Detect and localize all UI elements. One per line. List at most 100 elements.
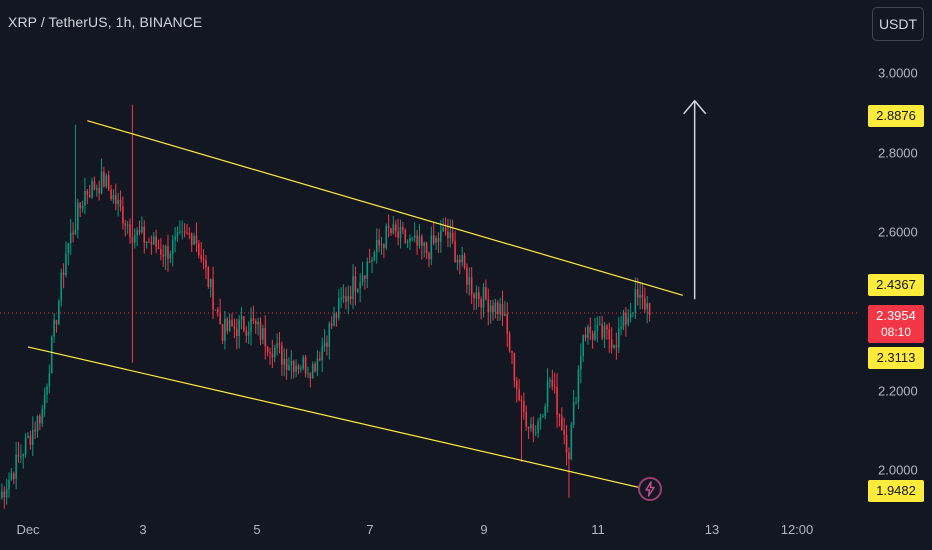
bolt-icon[interactable] [638, 477, 662, 501]
candle-body [648, 303, 651, 316]
candle-body [337, 298, 340, 318]
candle-body [582, 334, 584, 357]
candle-body [15, 454, 17, 479]
candle-body [212, 278, 214, 310]
candle-body [340, 298, 342, 300]
candle-body [629, 313, 632, 318]
candle-body [58, 300, 60, 325]
time-axis-tick: Dec [16, 522, 40, 537]
candle-body [468, 277, 471, 285]
candle-body [366, 261, 369, 279]
candle-body [100, 171, 103, 194]
candle-body [335, 313, 338, 318]
candles [0, 104, 651, 509]
candle-body [88, 194, 91, 198]
bar-countdown: 08:10 [880, 325, 912, 339]
currency-button[interactable]: USDT [872, 7, 924, 41]
candle-body [29, 435, 32, 445]
candle-body [300, 368, 302, 370]
candle-body [430, 235, 433, 260]
candle-body [525, 412, 528, 427]
candle-body [205, 260, 207, 268]
candle-body [262, 327, 264, 340]
candle-body [43, 394, 46, 410]
candle-body [5, 489, 8, 498]
candle-body [48, 373, 51, 387]
candle-body [387, 225, 390, 228]
candle-body [575, 401, 577, 403]
candle-body [183, 231, 186, 233]
candle-body [266, 346, 269, 352]
candle-body [477, 292, 480, 300]
candle-body [17, 454, 20, 457]
candle-body [209, 278, 212, 287]
candle-body [93, 181, 96, 190]
candle-body [27, 435, 29, 438]
candle-body [482, 287, 485, 308]
candle-body [380, 244, 383, 246]
time-axis-tick: 11 [591, 522, 605, 537]
candle-body [577, 369, 580, 402]
candle-body [39, 416, 41, 424]
candle-body [136, 230, 138, 236]
candle-body [461, 254, 463, 263]
candle-body [307, 373, 309, 375]
candle-body [397, 231, 399, 238]
candle-body [589, 326, 592, 333]
candle-body [480, 299, 482, 308]
candle-body [352, 276, 354, 300]
candle-body [565, 434, 568, 453]
candle-body [1, 491, 3, 499]
candle-body [247, 332, 250, 336]
candle-body [231, 320, 233, 327]
candle-body [520, 400, 523, 402]
candle-body [193, 236, 195, 245]
candle-body [198, 243, 200, 256]
candle-body [371, 259, 373, 262]
candle-body [105, 175, 108, 187]
candle-body [65, 253, 67, 275]
candle-body [646, 303, 649, 310]
candle-body [174, 236, 176, 241]
candle-body [188, 233, 191, 235]
candle-body [506, 313, 509, 334]
candle-body [579, 356, 582, 370]
candle-body [454, 241, 456, 263]
candle-body [278, 343, 281, 346]
candle-body [152, 236, 155, 245]
candle-body [31, 429, 34, 445]
candle-body [273, 347, 276, 358]
candle-body [544, 406, 547, 416]
candle-body [131, 237, 134, 243]
candle-body [392, 224, 395, 234]
candle-body [150, 241, 153, 245]
candle-body [527, 426, 530, 429]
candle-body [103, 171, 105, 187]
candle-body [169, 253, 172, 259]
candle-body [276, 343, 278, 348]
candle-body [77, 202, 79, 230]
candle-body [79, 202, 81, 209]
candle-body [148, 241, 150, 243]
candle-body [84, 190, 86, 206]
candle-body [601, 324, 603, 339]
candle-body [561, 416, 563, 430]
candle-body [444, 227, 447, 232]
candle-body [195, 236, 198, 244]
candle-body [413, 235, 416, 238]
candle-body [328, 323, 331, 347]
candle-body [549, 379, 551, 382]
time-axis-tick: 9 [480, 522, 488, 537]
candle-body [311, 363, 314, 379]
candle-body [171, 240, 174, 254]
candle-body [129, 224, 131, 238]
candle-body [402, 226, 404, 231]
candle-body [636, 289, 639, 298]
candle-body [321, 346, 323, 361]
candle-body [572, 402, 575, 425]
candle-body [46, 386, 48, 395]
last-price-value: 2.3954 [876, 308, 916, 323]
candle-body [122, 206, 124, 224]
